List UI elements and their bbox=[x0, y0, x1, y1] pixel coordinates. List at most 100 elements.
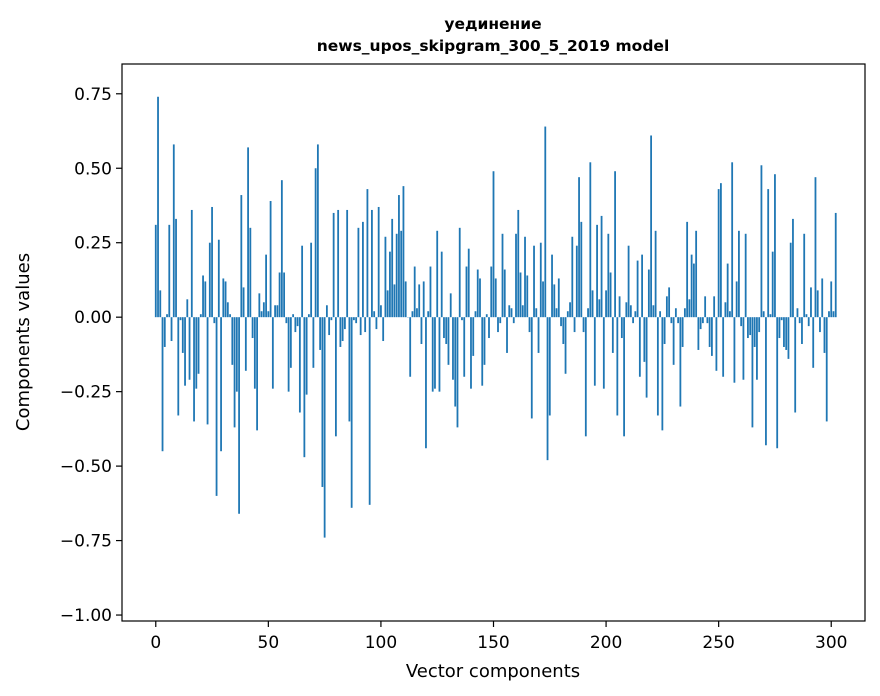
bar-115 bbox=[413, 266, 416, 318]
bar-151 bbox=[494, 278, 497, 318]
bar-241 bbox=[697, 317, 700, 350]
bar-257 bbox=[733, 317, 736, 383]
bar-182 bbox=[564, 317, 567, 374]
bar-45 bbox=[256, 317, 258, 431]
bar-78 bbox=[330, 317, 333, 321]
bar-41 bbox=[247, 147, 249, 318]
bar-271 bbox=[765, 317, 767, 446]
bar-202 bbox=[609, 272, 612, 318]
bar-234 bbox=[681, 317, 684, 347]
bar-123 bbox=[431, 317, 434, 392]
bar-97 bbox=[373, 311, 376, 318]
bar-243 bbox=[701, 317, 704, 324]
bar-286 bbox=[798, 317, 801, 324]
bar-179 bbox=[557, 278, 560, 318]
bar-51 bbox=[269, 201, 272, 318]
bar-245 bbox=[706, 317, 709, 324]
bar-63 bbox=[296, 317, 299, 327]
bar-197 bbox=[598, 299, 601, 318]
bar-29 bbox=[220, 317, 222, 452]
bar-288 bbox=[803, 233, 806, 318]
bar-67 bbox=[305, 317, 308, 395]
bar-4 bbox=[163, 317, 166, 347]
bar-177 bbox=[553, 284, 556, 318]
bar-47 bbox=[260, 311, 263, 318]
x-tick-label: 50 bbox=[258, 633, 280, 653]
bar-230 bbox=[672, 317, 675, 365]
bar-80 bbox=[334, 317, 337, 437]
bar-122 bbox=[429, 266, 432, 318]
bar-48 bbox=[262, 302, 265, 318]
bar-58 bbox=[285, 317, 288, 324]
bar-154 bbox=[501, 233, 504, 318]
x-tick-label: 300 bbox=[815, 633, 847, 653]
y-tick-label: 0.50 bbox=[74, 159, 112, 179]
bar-251 bbox=[720, 183, 722, 318]
bar-17 bbox=[193, 317, 195, 422]
bar-203 bbox=[611, 317, 614, 353]
bar-60 bbox=[289, 317, 292, 368]
bar-256 bbox=[731, 162, 734, 318]
bar-37 bbox=[238, 317, 240, 514]
bar-157 bbox=[508, 305, 511, 318]
bar-54 bbox=[276, 305, 279, 318]
bar-274 bbox=[771, 251, 774, 318]
bar-300 bbox=[830, 281, 833, 318]
bar-194 bbox=[591, 290, 594, 318]
bar-279 bbox=[783, 317, 785, 347]
bar-170 bbox=[537, 317, 540, 353]
bar-275 bbox=[774, 174, 776, 318]
bar-217 bbox=[643, 317, 646, 362]
y-tick-label: 0.75 bbox=[74, 85, 112, 105]
bar-270 bbox=[762, 311, 765, 318]
bar-278 bbox=[780, 317, 783, 321]
bar-31 bbox=[224, 281, 227, 318]
bar-128 bbox=[443, 317, 445, 339]
bar-131 bbox=[449, 293, 452, 318]
bar-71 bbox=[314, 168, 317, 318]
bar-273 bbox=[769, 314, 772, 318]
bar-208 bbox=[623, 317, 625, 437]
bar-302 bbox=[834, 212, 837, 318]
x-tick-label: 200 bbox=[590, 633, 622, 653]
bar-12 bbox=[181, 317, 184, 353]
bar-250 bbox=[717, 189, 720, 318]
bar-79 bbox=[332, 212, 335, 318]
bar-296 bbox=[821, 278, 824, 318]
bar-35 bbox=[233, 317, 236, 428]
bar-285 bbox=[796, 308, 799, 318]
bar-262 bbox=[744, 233, 747, 318]
bar-137 bbox=[463, 317, 466, 377]
bar-175 bbox=[548, 317, 551, 416]
bar-77 bbox=[328, 317, 331, 336]
bar-190 bbox=[582, 317, 585, 333]
bar-244 bbox=[704, 296, 707, 318]
bar-221 bbox=[652, 305, 655, 318]
bar-34 bbox=[231, 317, 234, 365]
bar-87 bbox=[350, 317, 353, 508]
bar-114 bbox=[411, 311, 414, 318]
bar-73 bbox=[319, 317, 322, 350]
bar-0 bbox=[154, 224, 157, 318]
bar-143 bbox=[476, 269, 479, 318]
bar-291 bbox=[810, 287, 812, 318]
bar-22 bbox=[204, 281, 207, 318]
bar-9 bbox=[175, 218, 177, 318]
bar-82 bbox=[339, 317, 342, 347]
bar-86 bbox=[348, 317, 351, 422]
y-tick-label: −1.00 bbox=[60, 606, 112, 626]
bar-145 bbox=[481, 317, 484, 386]
bar-26 bbox=[213, 317, 216, 324]
bar-240 bbox=[695, 230, 698, 318]
bar-27 bbox=[215, 317, 218, 496]
bar-42 bbox=[249, 227, 252, 318]
bar-119 bbox=[422, 281, 425, 318]
bar-166 bbox=[528, 317, 531, 333]
bar-139 bbox=[467, 248, 470, 318]
bar-252 bbox=[722, 317, 725, 377]
bar-160 bbox=[515, 233, 517, 318]
bar-247 bbox=[710, 317, 713, 356]
x-tick-label: 150 bbox=[477, 633, 509, 653]
bar-36 bbox=[235, 317, 238, 392]
